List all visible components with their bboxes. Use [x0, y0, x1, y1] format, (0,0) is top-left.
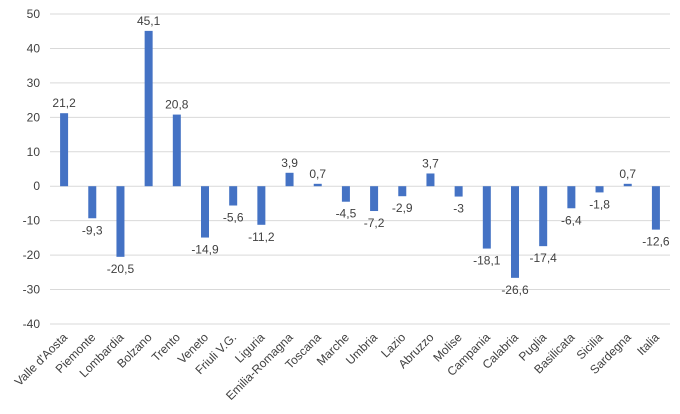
data-label: -9,3	[82, 223, 103, 237]
bar	[201, 186, 209, 238]
y-tick-label: -30	[23, 283, 41, 297]
data-label: -11,2	[248, 230, 275, 244]
data-label: -18,1	[473, 254, 501, 268]
y-tick-label: -10	[23, 214, 41, 228]
bar	[511, 186, 519, 278]
category-label: Italia	[634, 330, 662, 358]
data-label: 45,1	[137, 14, 161, 28]
x-axis: Valle d'AostaPiemonteLombardiaBolzanoTre…	[12, 330, 663, 403]
bar	[144, 30, 153, 187]
bar	[116, 186, 125, 257]
y-tick-label: 10	[27, 145, 41, 159]
bar	[370, 186, 379, 212]
data-label: -5,6	[223, 211, 244, 225]
y-tick-label: 50	[27, 7, 41, 21]
y-tick-label: 40	[27, 41, 41, 55]
data-label: -6,4	[561, 213, 582, 227]
bar	[88, 186, 97, 219]
data-label: -7,2	[364, 216, 385, 230]
data-label: -4,5	[336, 207, 357, 221]
bar	[313, 183, 322, 187]
bar	[454, 186, 463, 197]
y-tick-label: 30	[27, 76, 41, 90]
gridlines	[50, 13, 670, 325]
bar	[229, 186, 238, 206]
data-label: 3,7	[422, 156, 439, 170]
data-label: 0,7	[309, 167, 326, 181]
data-label: 0,7	[619, 167, 636, 181]
y-tick-label: -40	[23, 317, 41, 331]
bar	[539, 186, 548, 247]
data-label: -26,6	[501, 283, 529, 297]
data-label: 20,8	[165, 98, 189, 112]
bar	[651, 186, 660, 230]
y-tick-label: 20	[27, 110, 41, 124]
bar	[172, 114, 181, 187]
category-label: Umbria	[343, 330, 380, 367]
data-label: 3,9	[281, 156, 298, 170]
bars	[60, 30, 660, 278]
data-label: 21,2	[52, 96, 76, 110]
data-label: -2,9	[392, 201, 413, 215]
bar	[257, 186, 266, 225]
bar	[398, 186, 407, 197]
bar	[595, 186, 604, 193]
bar	[341, 186, 350, 202]
bar	[623, 183, 632, 187]
bar	[426, 173, 435, 187]
y-tick-label: -20	[23, 248, 41, 262]
data-label: -17,4	[530, 251, 558, 265]
bar	[285, 172, 294, 187]
data-label: -1,8	[589, 197, 610, 211]
data-label: -20,5	[107, 262, 135, 276]
bar	[482, 186, 491, 249]
y-tick-label: 0	[33, 179, 40, 193]
bar	[567, 186, 576, 209]
data-label: -3	[453, 202, 464, 216]
category-label: Marche	[314, 330, 352, 368]
bar	[60, 113, 69, 187]
data-labels: 21,2 -9,3 -20,5 45,1 20,8 -14,9 -5,6 -11,2 3,9 0,…	[52, 14, 669, 297]
data-label: -14,9	[191, 243, 219, 257]
y-axis: -40 -30 -20 -10 0 10 20 30 40 50	[23, 7, 41, 331]
data-label: -12,6	[642, 235, 670, 249]
